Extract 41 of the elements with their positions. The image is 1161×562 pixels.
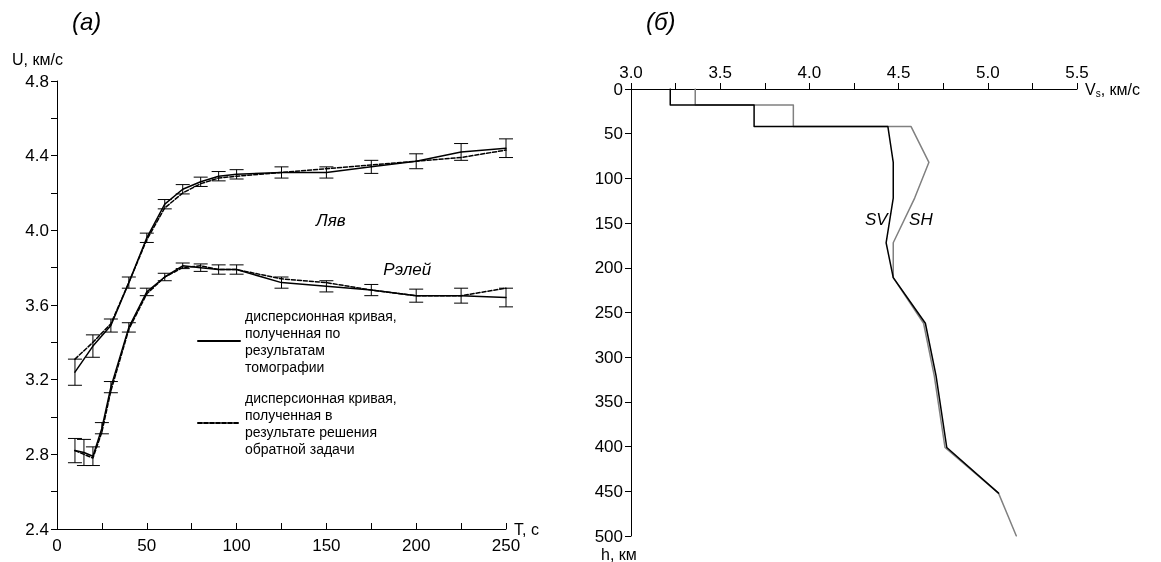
y-tick-label: 4.8 xyxy=(25,71,49,91)
x-tick-label: 4.5 xyxy=(886,63,911,82)
y-tick-label: 2.4 xyxy=(25,519,49,539)
y-tick-label: 450 xyxy=(594,481,623,501)
x-axis-title: T, с xyxy=(514,520,539,538)
x-tick-label: 150 xyxy=(312,536,341,555)
x-tick-label: 100 xyxy=(222,536,251,555)
annotation: SV xyxy=(864,209,890,229)
legend-label: дисперсионная кривая, полученная по результатам томографии xyxy=(245,307,401,375)
annotation: Ляв xyxy=(315,210,346,230)
x-tick-label: 0 xyxy=(52,536,62,555)
y-tick-label: 500 xyxy=(594,526,623,546)
y-tick-label: 50 xyxy=(604,124,623,144)
x-tick-label: 50 xyxy=(137,536,157,555)
y-tick-label: 150 xyxy=(594,213,623,233)
y-tick-label: 2.8 xyxy=(25,444,49,464)
x-tick-label: 5.5 xyxy=(1065,63,1089,82)
legend-label: дисперсионная кривая, полученная в результате решения обратной задачи xyxy=(245,389,401,457)
y-tick-label: 350 xyxy=(594,392,623,412)
y-tick-label: 400 xyxy=(594,437,623,457)
y-axis-title: U, км/с xyxy=(12,50,63,68)
x-tick-label: 4.0 xyxy=(797,63,822,82)
x-tick-label: 250 xyxy=(491,536,521,555)
x-tick-label: 3.0 xyxy=(619,63,643,82)
x-tick-label: 5.0 xyxy=(975,63,1000,82)
y-tick-label: 3.2 xyxy=(25,370,49,390)
y-tick-label: 3.6 xyxy=(25,295,49,315)
y-tick-label: 100 xyxy=(594,168,623,188)
chart-title: (б) xyxy=(646,7,676,35)
y-axis-title: h, км xyxy=(601,545,637,562)
y-tick-label: 0 xyxy=(613,79,623,99)
chart-title: (а) xyxy=(72,7,102,35)
y-tick-label: 300 xyxy=(594,347,623,367)
y-tick-label: 250 xyxy=(594,303,623,322)
x-tick-label: 3.5 xyxy=(708,63,733,82)
annotation: SH xyxy=(909,209,934,229)
x-tick-label: 200 xyxy=(402,536,431,555)
y-tick-label: 4.0 xyxy=(25,220,49,240)
annotation: Рэлей xyxy=(383,260,432,280)
y-tick-label: 200 xyxy=(594,258,623,278)
y-tick-label: 4.4 xyxy=(25,146,49,166)
